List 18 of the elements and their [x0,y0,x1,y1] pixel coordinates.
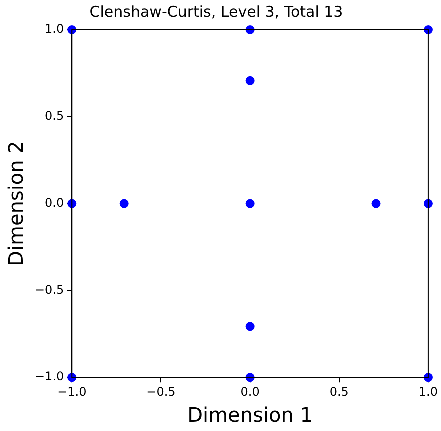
point [120,199,129,208]
point [246,199,255,208]
y-tick-label: −0.5 [35,282,64,297]
x-tick-label: 0.0 [240,384,260,399]
x-tick-label: −0.5 [146,384,176,399]
x-tick-label: 0.5 [330,384,349,399]
point [246,322,255,332]
y-tick-label: 1.0 [45,22,64,36]
x-tick-label: 1.0 [418,384,438,399]
y-tick-label: 0.5 [45,109,64,124]
y-tick-label: −1.0 [35,370,64,384]
y-axis-title: Dimension 2 [4,141,28,266]
x-axis-title: Dimension 1 [188,403,313,428]
y-tick-label: 0.0 [45,196,64,210]
chart-title: Clenshaw-Curtis, Level 3, Total 13 [90,2,344,21]
point [246,76,255,86]
x-tick-label: −1.0 [58,384,87,399]
point [372,199,381,208]
